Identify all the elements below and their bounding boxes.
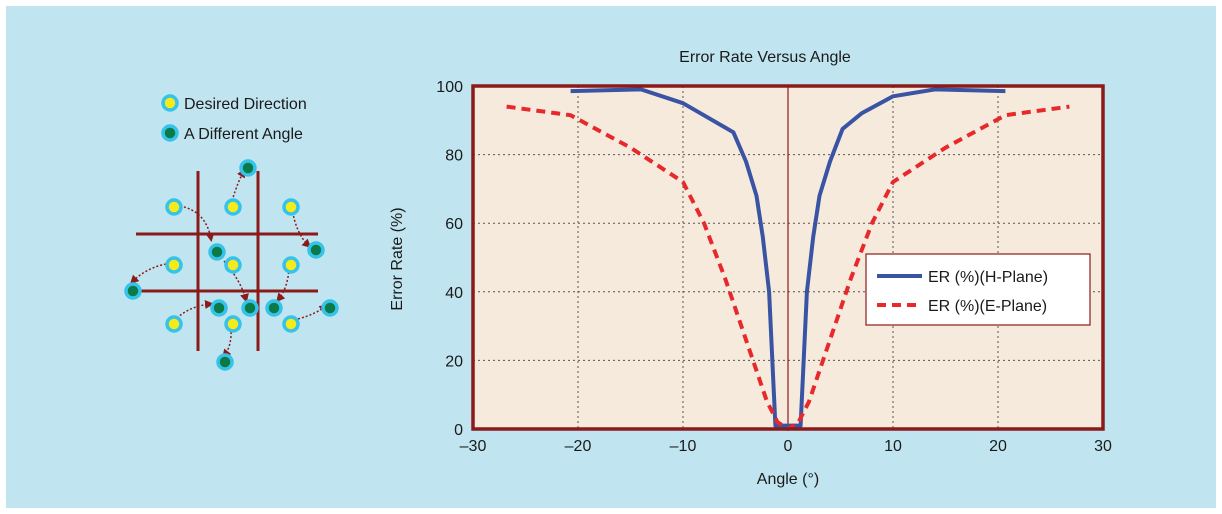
different-legend-label: A Different Angle [184, 126, 303, 143]
legend-box [865, 253, 1091, 326]
desired-marker [224, 256, 242, 274]
x-tick-label: 0 [784, 438, 793, 455]
desired-legend-marker [161, 94, 179, 112]
desired-marker [224, 198, 242, 216]
arrow-9 [222, 327, 232, 359]
figure-panel: Desired Direction A Different Angle [6, 6, 1216, 508]
different-marker [239, 159, 257, 177]
figure-svg: Desired Direction A Different Angle [124, 49, 1112, 488]
y-tick-label: 60 [445, 216, 463, 233]
different-marker [307, 241, 325, 259]
x-tick-label: –20 [565, 438, 592, 455]
tick-labels: –30 –20 –10 0 10 20 30 0 20 40 60 80 100 [436, 79, 1112, 455]
different-marker [124, 282, 142, 300]
y-tick-label: 100 [436, 79, 463, 96]
different-marker [265, 299, 283, 317]
different-marker [208, 243, 226, 261]
x-tick-label: 10 [884, 438, 902, 455]
y-tick-label: 20 [445, 353, 463, 370]
legend-label: ER (%)(H-Plane) [928, 269, 1048, 286]
desired-marker [224, 315, 242, 333]
desired-marker [282, 315, 300, 333]
different-marker [241, 299, 259, 317]
series-line [570, 87, 1006, 428]
direction-schematic: Desired Direction A Different Angle [124, 94, 339, 371]
different-legend-marker [161, 124, 179, 142]
arrow-2 [231, 168, 246, 202]
x-tick-label: –10 [670, 438, 697, 455]
legend-label: ER (%)(E-Plane) [928, 298, 1047, 315]
different-marker [210, 299, 228, 317]
y-tick-label: 80 [445, 148, 463, 165]
arrow-7 [173, 300, 214, 322]
desired-marker [165, 315, 183, 333]
different-marker [216, 353, 234, 371]
different-markers [124, 159, 339, 371]
arrow-1 [179, 205, 215, 242]
y-tick-label: 0 [454, 422, 463, 439]
desired-markers [165, 198, 300, 333]
desired-marker [282, 198, 300, 216]
x-tick-label: –30 [460, 438, 487, 455]
desired-marker [165, 256, 183, 274]
plot-frame [471, 84, 1105, 431]
x-tick-label: 20 [989, 438, 1007, 455]
different-marker [321, 299, 339, 317]
y-tick-label: 40 [445, 285, 463, 302]
arrow-4 [129, 263, 167, 285]
desired-marker [282, 256, 300, 274]
x-axis-label: Angle (°) [757, 471, 819, 488]
desired-marker [165, 198, 183, 216]
desired-legend-label: Desired Direction [184, 96, 307, 113]
legend-items: ER (%)(H-Plane) ER (%)(E-Plane) [877, 269, 1048, 315]
y-axis-label: Error Rate (%) [389, 207, 406, 310]
error-rate-chart: Error Rate Versus Angle –30 –20 –10 0 10 20 30… [389, 49, 1112, 488]
x-tick-label: 30 [1094, 438, 1112, 455]
chart-title: Error Rate Versus Angle [679, 49, 851, 66]
chart-legend: ER (%)(H-Plane) ER (%)(E-Plane) [865, 253, 1091, 326]
